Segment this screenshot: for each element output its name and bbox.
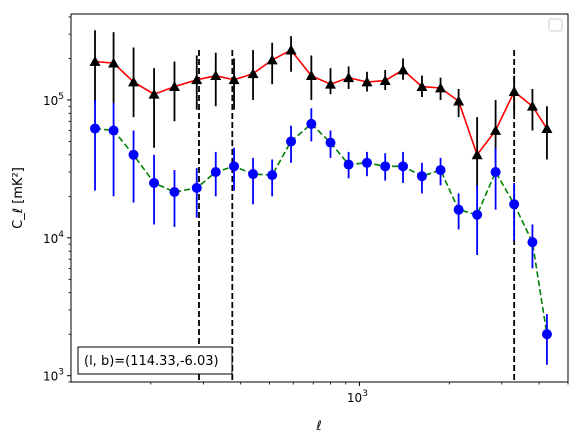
series-2-point-2 (108, 125, 119, 136)
y-tick-label-1: 103 (43, 368, 64, 384)
series-1-point-5 (168, 81, 180, 91)
series-1-point-8 (228, 74, 240, 85)
y-tick-label-3: 105 (43, 92, 64, 108)
series-1-point-21 (471, 149, 483, 160)
series-2-point-23 (509, 199, 520, 210)
series-2-point-7 (210, 167, 221, 178)
series-1-point-10 (266, 54, 278, 65)
series-2-point-22 (490, 167, 501, 178)
series-2-point-13 (325, 137, 336, 148)
series-1-point-25 (541, 123, 553, 133)
series-1-point-18 (416, 81, 428, 91)
data-series (89, 30, 553, 365)
series-2-point-11 (286, 136, 297, 147)
series-1-point-4 (148, 88, 160, 99)
series-2-point-12 (306, 118, 317, 129)
series-1-point-15 (361, 76, 373, 87)
series-1-point-12 (305, 70, 317, 81)
series-2-point-1 (90, 123, 101, 134)
series-1-point-16 (379, 75, 391, 86)
y-axis-label: C_ℓ [mK²] (11, 167, 26, 229)
series-2-point-8 (229, 161, 240, 172)
series-2-point-9 (248, 169, 259, 180)
series-1-point-11 (285, 44, 297, 55)
series-1-point-7 (210, 70, 222, 81)
series-1 (89, 30, 553, 191)
series-1-point-3 (128, 76, 140, 87)
series-2-point-20 (453, 204, 464, 215)
series-1-point-14 (343, 72, 355, 83)
series-2-point-14 (343, 159, 354, 170)
y-tick-label-2: 104 (43, 230, 64, 246)
series-1-point-19 (435, 82, 447, 93)
legend (548, 18, 563, 32)
series-1-point-22 (490, 125, 502, 135)
series-2-point-15 (361, 157, 372, 168)
series-1-point-17 (397, 64, 409, 75)
series-2 (90, 99, 552, 365)
series-1-point-2 (108, 57, 120, 68)
series-2-point-25 (541, 329, 552, 340)
y-axis-label-group: C_ℓ [mK²] (11, 167, 26, 229)
x-tick-label-1: 103 (347, 389, 368, 405)
series-2-point-16 (380, 161, 391, 172)
annotation-box (77, 346, 233, 375)
series-2-point-10 (267, 170, 278, 181)
annotation-text: (l, b)=(114.33,-6.03) (84, 354, 219, 369)
series-1-point-23 (508, 86, 520, 96)
series-1-point-9 (247, 68, 259, 79)
series-2-point-18 (416, 171, 427, 182)
series-1-point-20 (453, 95, 465, 106)
series-1-point-1 (89, 55, 101, 66)
series-2-point-21 (472, 209, 483, 220)
plot-area (71, 14, 568, 382)
series-2-point-5 (169, 186, 180, 197)
series-2-point-17 (398, 161, 409, 172)
series-1-point-24 (526, 100, 538, 111)
series-1-point-6 (191, 74, 203, 85)
series-2-point-4 (149, 177, 160, 188)
series-1-point-13 (325, 78, 337, 89)
x-axis-label: ℓ (315, 419, 321, 434)
series-2-point-3 (128, 149, 139, 160)
series-2-point-24 (527, 237, 538, 248)
plot-frame (70, 13, 569, 383)
x-axis-label-group: ℓ (315, 419, 321, 434)
series-2-point-19 (435, 165, 446, 176)
legend-box (548, 18, 563, 32)
series-2-point-6 (191, 182, 202, 193)
annotation-box-group: (l, b)=(114.33,-6.03) (77, 346, 233, 375)
